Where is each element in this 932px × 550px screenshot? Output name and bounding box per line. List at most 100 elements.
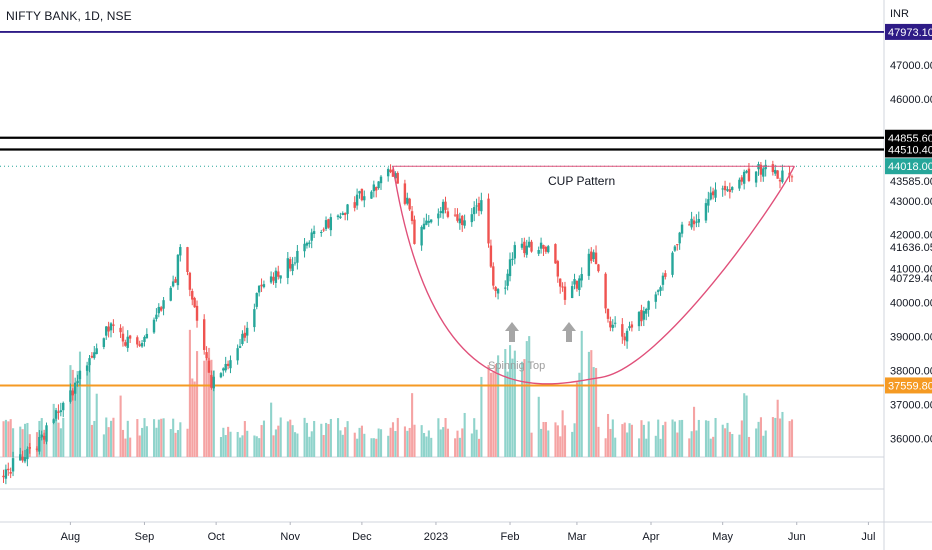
candle-body <box>102 338 106 347</box>
candle-body <box>126 336 129 348</box>
volume-bar <box>325 422 328 457</box>
candle-body <box>179 247 182 256</box>
volume-bar <box>207 347 211 457</box>
candle-body <box>85 365 89 371</box>
candle-body <box>336 215 340 218</box>
volume-bar <box>592 367 595 457</box>
candle-body <box>441 201 445 214</box>
volume-bar <box>504 349 507 457</box>
volume-bar <box>764 430 767 457</box>
candle-body <box>728 189 732 192</box>
volume-bar <box>420 425 423 457</box>
candle-body <box>754 171 758 183</box>
volume-bar <box>224 435 227 457</box>
candle-body <box>9 471 12 474</box>
candle-body <box>774 169 777 174</box>
volume-bar <box>743 393 746 457</box>
candle-body <box>19 454 22 461</box>
volume-bar <box>279 417 282 457</box>
candle-body <box>23 457 27 462</box>
candle-body <box>403 183 407 204</box>
candle-body <box>606 308 610 319</box>
volume-bar <box>671 419 674 457</box>
candle-body <box>353 202 356 208</box>
volume-bar <box>738 434 741 457</box>
volume-bar <box>731 433 734 457</box>
candle-body <box>277 271 280 277</box>
volume-bar <box>454 438 457 457</box>
candle-body <box>776 170 779 179</box>
volume-bar <box>303 417 306 457</box>
spinning-top-label: Spinnig Top <box>488 360 545 372</box>
candle-body <box>188 272 192 290</box>
volume-bar <box>747 436 751 457</box>
volume-bar <box>590 350 593 457</box>
volume-bar <box>389 427 392 457</box>
volume-bar <box>456 430 459 457</box>
candle-body <box>260 284 263 287</box>
volume-bar <box>286 421 289 457</box>
candle-body <box>138 344 141 346</box>
volume-bar <box>262 420 266 457</box>
candle-body <box>573 279 576 285</box>
volume-bar <box>102 434 105 457</box>
price-badge <box>885 141 932 158</box>
candle-body <box>229 360 232 369</box>
volume-bar <box>408 427 411 457</box>
candle-body <box>429 219 433 223</box>
candle-body <box>654 294 657 302</box>
candle-body <box>4 469 8 479</box>
candle-body <box>279 275 282 279</box>
volume-bar <box>2 421 5 457</box>
volume-bar <box>160 418 163 457</box>
candle-body <box>556 261 560 277</box>
volume-bar <box>12 428 15 457</box>
volume-bar <box>714 417 717 457</box>
volume-bar <box>346 421 349 457</box>
volume-bar <box>95 393 98 457</box>
candle-body <box>640 309 643 322</box>
volume-bar <box>253 435 256 457</box>
volume-bar <box>129 437 132 457</box>
volume-bar <box>640 420 643 457</box>
volume-bar <box>7 421 10 457</box>
candle-body <box>504 287 507 289</box>
candle-body <box>152 319 156 333</box>
volume-bar <box>360 425 363 457</box>
candles <box>2 159 794 485</box>
candle-body <box>738 179 741 189</box>
candle-body <box>159 307 163 311</box>
volume-bar <box>774 417 777 457</box>
volume-bar <box>427 430 430 457</box>
candle-body <box>310 232 313 241</box>
candle-body <box>205 352 208 359</box>
volume-bar <box>690 431 693 457</box>
candle-body <box>642 311 646 320</box>
candle-body <box>305 242 309 246</box>
volume-bar <box>403 426 406 457</box>
volume-bar <box>411 393 414 457</box>
volume-bar <box>628 423 631 457</box>
volume-bar <box>661 425 665 457</box>
price-badge-label: 47973.10 <box>888 27 932 39</box>
volume-bar <box>107 427 110 457</box>
candle-body <box>578 278 581 290</box>
volume-bar <box>272 435 275 457</box>
candle-body <box>346 204 349 214</box>
volume-bar <box>575 382 579 457</box>
candle-body <box>470 214 473 223</box>
volume-bar <box>291 425 294 457</box>
volume-bar <box>119 395 122 457</box>
volume-bar <box>162 418 165 457</box>
candle-body <box>202 319 206 350</box>
candle-body <box>628 326 631 329</box>
price-tick-label: 41636.05 <box>890 242 932 254</box>
volume-bar <box>520 361 524 457</box>
price-tick-label: 40000.00 <box>890 298 932 310</box>
volume-bar <box>59 428 62 457</box>
candle-body <box>625 330 629 342</box>
volume-bar <box>391 422 395 457</box>
candle-body <box>57 411 60 413</box>
volume-bar <box>4 419 7 457</box>
